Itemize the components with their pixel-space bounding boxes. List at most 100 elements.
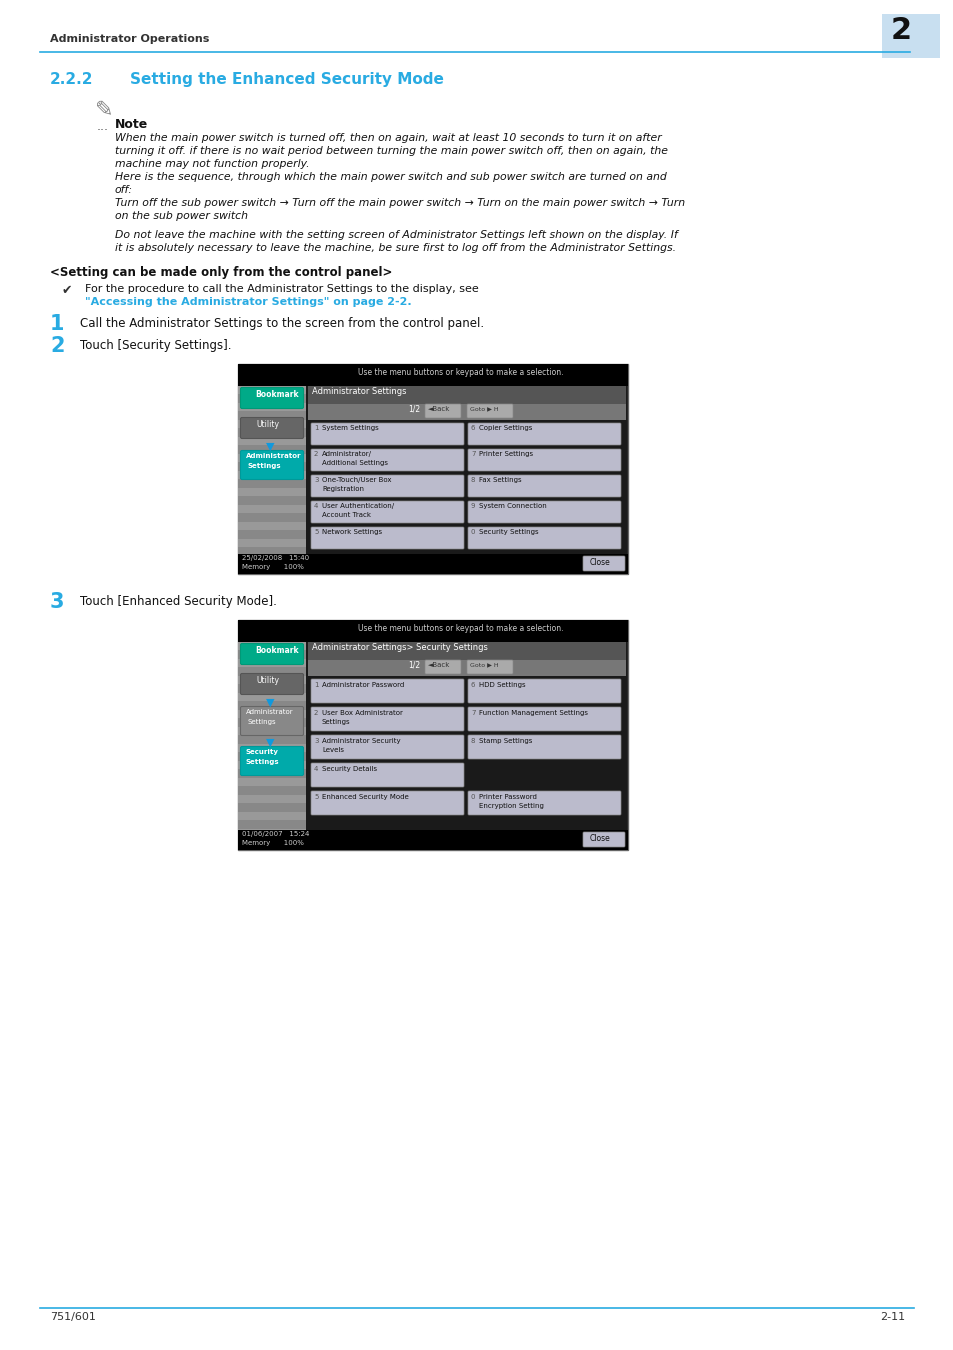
FancyBboxPatch shape bbox=[311, 423, 463, 446]
Text: Security Settings: Security Settings bbox=[478, 529, 538, 535]
Text: Goto ▶ H: Goto ▶ H bbox=[470, 406, 498, 410]
FancyBboxPatch shape bbox=[311, 501, 463, 522]
Text: 2: 2 bbox=[314, 451, 318, 458]
Text: ◄Back: ◄Back bbox=[428, 406, 450, 412]
Text: System Settings: System Settings bbox=[322, 425, 378, 431]
FancyBboxPatch shape bbox=[468, 707, 620, 730]
Text: Settings: Settings bbox=[248, 463, 281, 468]
Text: 3: 3 bbox=[314, 477, 318, 483]
FancyBboxPatch shape bbox=[308, 404, 625, 420]
Text: Enhanced Security Mode: Enhanced Security Mode bbox=[322, 794, 408, 801]
FancyBboxPatch shape bbox=[237, 554, 627, 574]
Text: machine may not function properly.: machine may not function properly. bbox=[115, 159, 310, 169]
FancyBboxPatch shape bbox=[237, 454, 306, 462]
Text: Do not leave the machine with the setting screen of Administrator Settings left : Do not leave the machine with the settin… bbox=[115, 230, 678, 240]
FancyBboxPatch shape bbox=[240, 387, 303, 409]
Text: Settings: Settings bbox=[322, 720, 351, 725]
Text: When the main power switch is turned off, then on again, wait at least 10 second: When the main power switch is turned off… bbox=[115, 134, 661, 143]
Text: ✔: ✔ bbox=[62, 284, 72, 297]
FancyBboxPatch shape bbox=[240, 706, 303, 736]
Text: Security: Security bbox=[246, 749, 278, 755]
Text: Security Details: Security Details bbox=[322, 765, 376, 772]
Text: 01/06/2007   15:24: 01/06/2007 15:24 bbox=[242, 832, 309, 837]
Text: Touch [Security Settings].: Touch [Security Settings]. bbox=[80, 339, 232, 352]
Text: 0: 0 bbox=[471, 794, 475, 801]
Text: Bookmark: Bookmark bbox=[254, 647, 298, 655]
FancyBboxPatch shape bbox=[237, 471, 306, 479]
FancyBboxPatch shape bbox=[237, 761, 306, 770]
Text: 2: 2 bbox=[50, 336, 65, 356]
Text: Encryption Setting: Encryption Setting bbox=[478, 803, 543, 809]
Text: Administrator/: Administrator/ bbox=[322, 451, 372, 458]
Text: ◄Back: ◄Back bbox=[428, 662, 450, 668]
Text: HDD Settings: HDD Settings bbox=[478, 682, 525, 688]
FancyBboxPatch shape bbox=[237, 437, 306, 446]
FancyBboxPatch shape bbox=[468, 526, 620, 549]
Text: Administrator Settings> Security Settings: Administrator Settings> Security Setting… bbox=[312, 643, 487, 652]
FancyBboxPatch shape bbox=[582, 832, 624, 846]
Text: 751/601: 751/601 bbox=[50, 1312, 95, 1322]
FancyBboxPatch shape bbox=[467, 404, 513, 418]
Text: it is absolutely necessary to leave the machine, be sure first to log off from t: it is absolutely necessary to leave the … bbox=[115, 243, 676, 252]
FancyBboxPatch shape bbox=[311, 791, 463, 815]
Text: Additional Settings: Additional Settings bbox=[322, 460, 388, 466]
FancyBboxPatch shape bbox=[311, 679, 463, 703]
FancyBboxPatch shape bbox=[237, 830, 627, 850]
Text: Bookmark: Bookmark bbox=[254, 390, 298, 400]
FancyBboxPatch shape bbox=[468, 501, 620, 522]
Text: "Accessing the Administrator Settings" on page 2-2.: "Accessing the Administrator Settings" o… bbox=[85, 297, 411, 306]
Text: Fax Settings: Fax Settings bbox=[478, 477, 521, 483]
Text: 2-11: 2-11 bbox=[879, 1312, 904, 1322]
FancyBboxPatch shape bbox=[468, 423, 620, 446]
Text: Memory      100%: Memory 100% bbox=[242, 840, 304, 846]
Text: Administrator: Administrator bbox=[246, 709, 294, 716]
Text: Utility: Utility bbox=[255, 676, 278, 684]
Text: 2.2.2: 2.2.2 bbox=[50, 72, 93, 86]
FancyBboxPatch shape bbox=[240, 674, 303, 694]
Text: User Authentication/: User Authentication/ bbox=[322, 504, 394, 509]
FancyBboxPatch shape bbox=[311, 450, 463, 471]
Text: <Setting can be made only from the control panel>: <Setting can be made only from the contr… bbox=[50, 266, 392, 279]
Text: Note: Note bbox=[115, 117, 148, 131]
Text: One-Touch/User Box: One-Touch/User Box bbox=[322, 477, 391, 483]
Text: 6: 6 bbox=[471, 682, 475, 688]
Text: 4: 4 bbox=[314, 765, 318, 772]
Text: 2: 2 bbox=[314, 710, 318, 716]
Text: Registration: Registration bbox=[322, 486, 364, 491]
FancyBboxPatch shape bbox=[237, 620, 627, 643]
FancyBboxPatch shape bbox=[237, 710, 306, 718]
Text: Function Management Settings: Function Management Settings bbox=[478, 710, 587, 716]
Text: 3: 3 bbox=[314, 738, 318, 744]
FancyBboxPatch shape bbox=[311, 526, 463, 549]
Text: Touch [Enhanced Security Mode].: Touch [Enhanced Security Mode]. bbox=[80, 595, 276, 608]
Text: Stamp Settings: Stamp Settings bbox=[478, 738, 532, 744]
Text: 7: 7 bbox=[471, 451, 475, 458]
Text: System Connection: System Connection bbox=[478, 504, 546, 509]
Text: off:: off: bbox=[115, 185, 132, 194]
FancyBboxPatch shape bbox=[468, 679, 620, 703]
FancyBboxPatch shape bbox=[237, 522, 306, 531]
FancyBboxPatch shape bbox=[237, 744, 306, 752]
FancyBboxPatch shape bbox=[468, 734, 620, 759]
FancyBboxPatch shape bbox=[468, 791, 620, 815]
Text: Administrator Password: Administrator Password bbox=[322, 682, 404, 688]
Text: Printer Password: Printer Password bbox=[478, 794, 537, 801]
Text: Administrator Security: Administrator Security bbox=[322, 738, 400, 744]
Text: Network Settings: Network Settings bbox=[322, 529, 382, 535]
FancyBboxPatch shape bbox=[237, 659, 306, 667]
Text: 6: 6 bbox=[471, 425, 475, 431]
Text: ▼: ▼ bbox=[266, 698, 274, 707]
FancyBboxPatch shape bbox=[468, 450, 620, 471]
FancyBboxPatch shape bbox=[237, 620, 627, 850]
Text: 1: 1 bbox=[314, 682, 318, 688]
Text: Utility: Utility bbox=[255, 420, 278, 429]
Text: ...: ... bbox=[97, 120, 109, 134]
Text: 1/2: 1/2 bbox=[408, 662, 419, 670]
Text: Setting the Enhanced Security Mode: Setting the Enhanced Security Mode bbox=[130, 72, 443, 86]
Text: Here is the sequence, through which the main power switch and sub power switch a: Here is the sequence, through which the … bbox=[115, 171, 666, 182]
Text: For the procedure to call the Administrator Settings to the display, see: For the procedure to call the Administra… bbox=[85, 284, 482, 294]
Text: Close: Close bbox=[589, 834, 610, 842]
FancyBboxPatch shape bbox=[237, 487, 306, 495]
Text: User Box Administrator: User Box Administrator bbox=[322, 710, 402, 716]
Text: 9: 9 bbox=[471, 504, 475, 509]
